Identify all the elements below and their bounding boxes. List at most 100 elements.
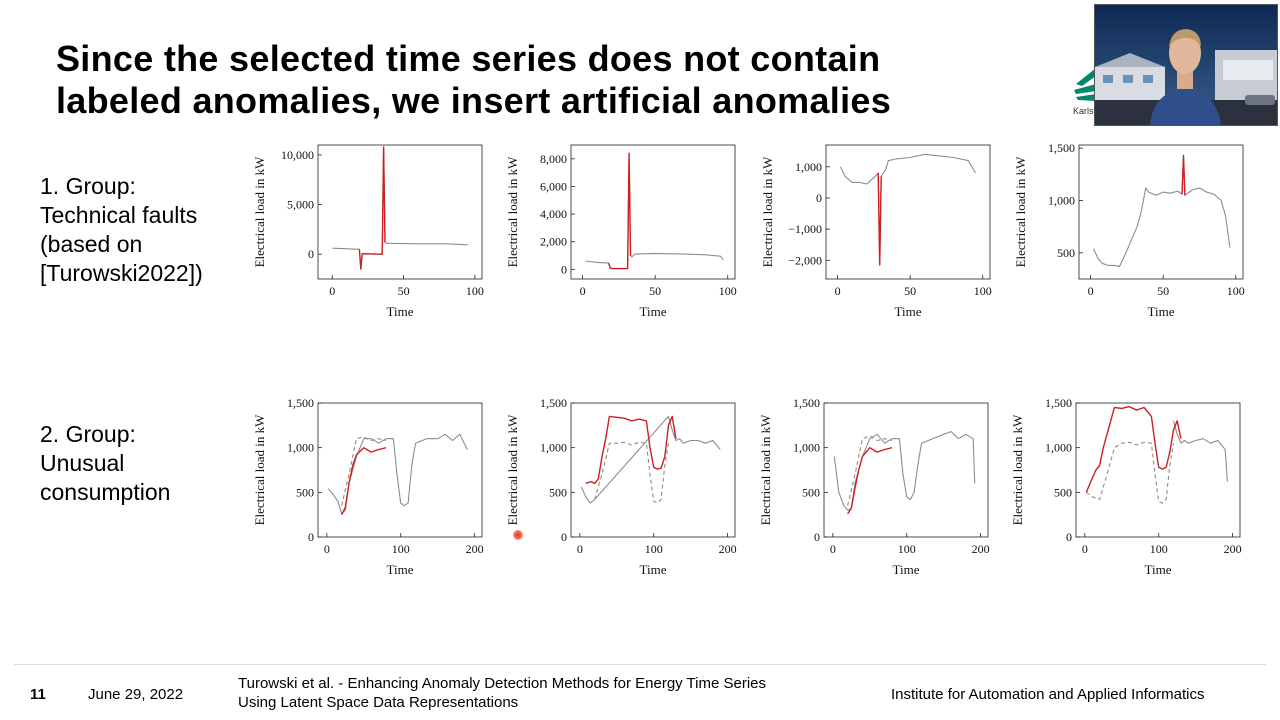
x-tick-label: 0: [1088, 284, 1094, 298]
x-tick-label: 50: [398, 284, 410, 298]
slide-title-line-2: labeled anomalies, we insert artificial …: [56, 80, 892, 121]
y-tick-label: 1,000: [793, 441, 820, 455]
series-line-anomaly: [847, 447, 893, 515]
chart-svg: 0 100 200 0 500 1,000 1,500 Time Electrical load…: [252, 396, 484, 577]
chart-svg: 0 100 200 0 500 1,000 1,500 Time Electrical load…: [505, 396, 737, 577]
x-tick-label: 0: [329, 284, 335, 298]
x-tick-label: 50: [1157, 284, 1169, 298]
y-tick-label: 2,000: [540, 235, 567, 249]
y-tick-label: 1,000: [795, 160, 822, 174]
x-tick-label: 100: [1227, 284, 1245, 298]
y-axis-label: Electrical load in kW: [758, 414, 773, 526]
y-tick-label: 0: [561, 530, 567, 544]
y-tick-label: 1,500: [793, 396, 820, 410]
footer-divider: [14, 664, 1266, 665]
chart-svg: 0 100 200 0 500 1,000 1,500 Time Electrical load…: [1010, 396, 1242, 577]
series-line-anomaly: [608, 152, 632, 270]
series-line-dashed: [847, 435, 893, 506]
series-line-dashed: [1085, 441, 1175, 504]
group-1-line: [Turowski2022]): [40, 260, 203, 286]
x-tick-label: 100: [392, 542, 410, 556]
y-tick-label: 1,000: [1045, 441, 1072, 455]
y-tick-label: 0: [816, 191, 822, 205]
x-axis-label: Time: [1145, 562, 1172, 577]
group-1-label: 1. Group: Technical faults (based on [Tu…: [40, 172, 203, 288]
y-tick-label: 1,000: [287, 441, 314, 455]
plot-frame: [823, 402, 989, 538]
series-line-anomaly: [585, 415, 677, 485]
series-line-anomaly: [1085, 405, 1182, 493]
y-tick-label: 0: [561, 262, 567, 276]
y-tick-label: 1,500: [540, 396, 567, 410]
chart-svg: 0 50 100 −2,000 −1,000 0 1,000 Time Electrical l…: [760, 144, 992, 319]
y-axis-label: Electrical load in kW: [252, 414, 267, 526]
logo-text: Karls: [1073, 106, 1094, 116]
chart-consumption-1: 0 100 200 0 500 1,000 1,500 Time Electrical load…: [250, 396, 486, 578]
x-tick-label: 200: [972, 542, 990, 556]
y-tick-label: 0: [308, 530, 314, 544]
chart-svg: 0 50 100 500 1,000 1,500 Time Electrical load i…: [1013, 141, 1245, 319]
y-tick-label: 1,000: [540, 441, 567, 455]
laser-pointer-icon: [513, 530, 523, 540]
x-axis-label: Time: [895, 304, 922, 319]
series-line-normal: [585, 152, 724, 270]
x-tick-label: 50: [649, 284, 661, 298]
footer-citation: Turowski et al. - Enhancing Anomaly Dete…: [238, 674, 766, 712]
y-tick-label: 1,500: [1045, 396, 1072, 410]
x-tick-label: 0: [1082, 542, 1088, 556]
footer-institute: Institute for Automation and Applied Inf…: [891, 686, 1205, 703]
y-axis-label: Electrical load in kW: [1013, 156, 1028, 268]
chart-consumption-4: 0 100 200 0 500 1,000 1,500 Time Electrical load…: [1008, 396, 1244, 578]
plot-frame: [317, 402, 483, 538]
footer-date: June 29, 2022: [88, 686, 184, 703]
series-line-anomaly: [1181, 154, 1186, 196]
slide-title: Since the selected time series does not …: [56, 38, 1056, 122]
y-tick-label: 1,500: [1048, 141, 1075, 155]
y-tick-label: 1,500: [287, 396, 314, 410]
series-line-anomaly: [358, 146, 386, 270]
x-tick-label: 0: [835, 284, 841, 298]
chart-svg: 0 50 100 0 5,000 10,000 Time Electrical load in…: [252, 144, 484, 319]
x-axis-label: Time: [1148, 304, 1175, 319]
x-tick-label: 200: [466, 542, 484, 556]
y-tick-label: 500: [802, 485, 820, 499]
plot-frame: [317, 144, 483, 280]
x-tick-label: 100: [974, 284, 992, 298]
plot-frame: [825, 144, 991, 280]
y-tick-label: 500: [1054, 485, 1072, 499]
x-tick-label: 0: [830, 542, 836, 556]
chart-fault-1: 0 50 100 0 5,000 10,000 Time Electrical load in…: [250, 140, 486, 320]
series-line-dashed: [594, 441, 670, 504]
y-tick-label: 0: [814, 530, 820, 544]
group-2-line: consumption: [40, 479, 171, 505]
y-tick-label: 500: [549, 485, 567, 499]
x-tick-label: 100: [898, 542, 916, 556]
chart-svg: 0 50 100 0 2,000 4,000 6,000 8,000 Time Electrica…: [505, 144, 737, 319]
plot-frame: [570, 144, 736, 280]
chart-consumption-2: 0 100 200 0 500 1,000 1,500 Time Electrical load…: [503, 396, 739, 578]
chart-consumption-3: 0 100 200 0 500 1,000 1,500 Time Electrical load…: [756, 396, 992, 578]
y-tick-label: 1,000: [1048, 193, 1075, 207]
series-line-anomaly: [877, 172, 882, 266]
x-tick-label: 0: [577, 542, 583, 556]
y-tick-label: 10,000: [281, 148, 314, 162]
y-tick-label: 6,000: [540, 179, 567, 193]
y-tick-label: 4,000: [540, 207, 567, 221]
x-axis-label: Time: [640, 562, 667, 577]
series-line-normal: [327, 433, 468, 515]
chart-fault-4: 0 50 100 500 1,000 1,500 Time Electrical load i…: [1011, 140, 1247, 320]
chart-fault-3: 0 50 100 −2,000 −1,000 0 1,000 Time Electrical l…: [758, 140, 994, 320]
x-tick-label: 100: [1150, 542, 1168, 556]
x-tick-label: 0: [324, 542, 330, 556]
footer-citation-line-2: Using Latent Space Data Representations: [238, 694, 519, 711]
series-line-anomaly: [340, 447, 387, 516]
institution-logo: Karls: [1072, 64, 1096, 116]
x-tick-label: 100: [719, 284, 737, 298]
y-tick-label: 5,000: [287, 198, 314, 212]
chart-fault-2: 0 50 100 0 2,000 4,000 6,000 8,000 Time Electrica…: [503, 140, 739, 320]
footer-citation-line-1: Turowski et al. - Enhancing Anomaly Dete…: [238, 675, 767, 692]
y-tick-label: −2,000: [788, 253, 822, 267]
x-axis-label: Time: [640, 304, 667, 319]
x-axis-label: Time: [387, 562, 414, 577]
webcam-video[interactable]: [1094, 4, 1278, 126]
